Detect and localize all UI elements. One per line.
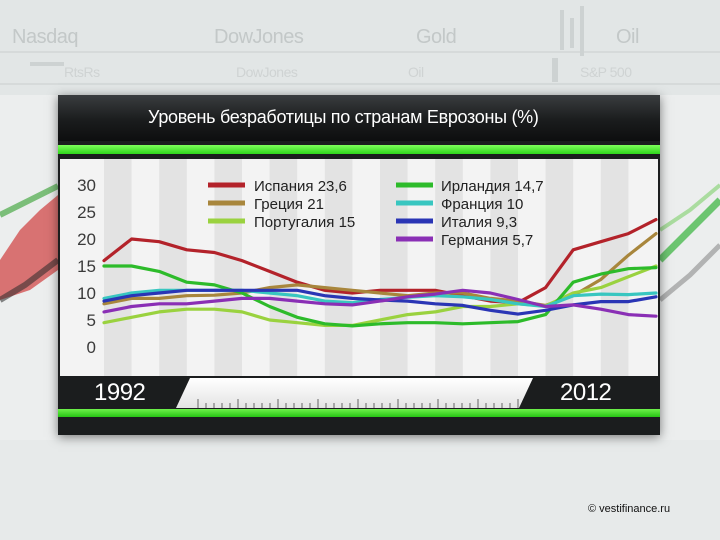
y-tick-label: 30 bbox=[77, 176, 96, 195]
grid-stripe bbox=[490, 159, 518, 376]
bg-ticker: RtsRs bbox=[64, 64, 100, 80]
bg-ticker: S&P 500 bbox=[580, 64, 632, 80]
series-line bbox=[102, 264, 658, 328]
y-tick-label: 15 bbox=[77, 257, 96, 276]
chart-title: Уровень безработицы по странам Еврозоны … bbox=[148, 107, 539, 127]
legend-label: Испания 23,6 bbox=[254, 178, 347, 195]
y-tick-label: 25 bbox=[77, 203, 96, 222]
bg-ticker: DowJones bbox=[236, 64, 298, 80]
y-tick-label: 5 bbox=[87, 311, 96, 330]
bg-ticker: Gold bbox=[416, 26, 457, 48]
bg-ticker: Nasdaq bbox=[12, 26, 78, 48]
legend-label: Италия 9,3 bbox=[441, 214, 517, 231]
bg-ticker: Oil bbox=[408, 64, 424, 80]
grid-stripe bbox=[324, 159, 353, 376]
accent-strip-top bbox=[58, 145, 660, 154]
series-line bbox=[102, 288, 658, 318]
chart-title-bar: Уровень безработицы по странам Еврозоны … bbox=[58, 95, 660, 141]
source-credit: © vestifinance.ru bbox=[588, 503, 671, 515]
grid-stripe bbox=[159, 159, 187, 376]
bg-ticker: DowJones bbox=[214, 26, 304, 48]
y-tick-label: 10 bbox=[77, 284, 96, 303]
chart-panel: Уровень безработицы по странам Еврозоны … bbox=[58, 95, 660, 435]
legend-label: Ирландия 14,7 bbox=[441, 178, 544, 195]
grid-stripe bbox=[380, 159, 408, 376]
timeline-tick-marks bbox=[176, 378, 533, 408]
series-line bbox=[102, 264, 658, 327]
grid-stripe bbox=[435, 159, 463, 376]
legend-label: Германия 5,7 bbox=[441, 232, 533, 249]
bg-ticker: Oil bbox=[616, 26, 639, 48]
grid-stripe bbox=[214, 159, 242, 376]
accent-strip-bottom bbox=[58, 409, 660, 417]
legend-label: Греция 21 bbox=[254, 196, 324, 213]
timeline-scrubber bbox=[176, 378, 533, 408]
series-line bbox=[102, 218, 658, 305]
y-tick-label: 20 bbox=[77, 230, 96, 249]
grid-stripe bbox=[269, 159, 298, 376]
timeline: 1992 2012 bbox=[58, 378, 660, 408]
plot-area: 0 5 10 15 20 25 30 Испания 23,6 Греция 21 Португ… bbox=[60, 159, 658, 376]
timeline-end-year: 2012 bbox=[560, 379, 612, 406]
legend-label: Франция 10 bbox=[441, 196, 523, 213]
y-tick-label: 0 bbox=[87, 338, 96, 357]
legend-label: Португалия 15 bbox=[254, 214, 355, 231]
timeline-start-year: 1992 bbox=[94, 379, 146, 406]
